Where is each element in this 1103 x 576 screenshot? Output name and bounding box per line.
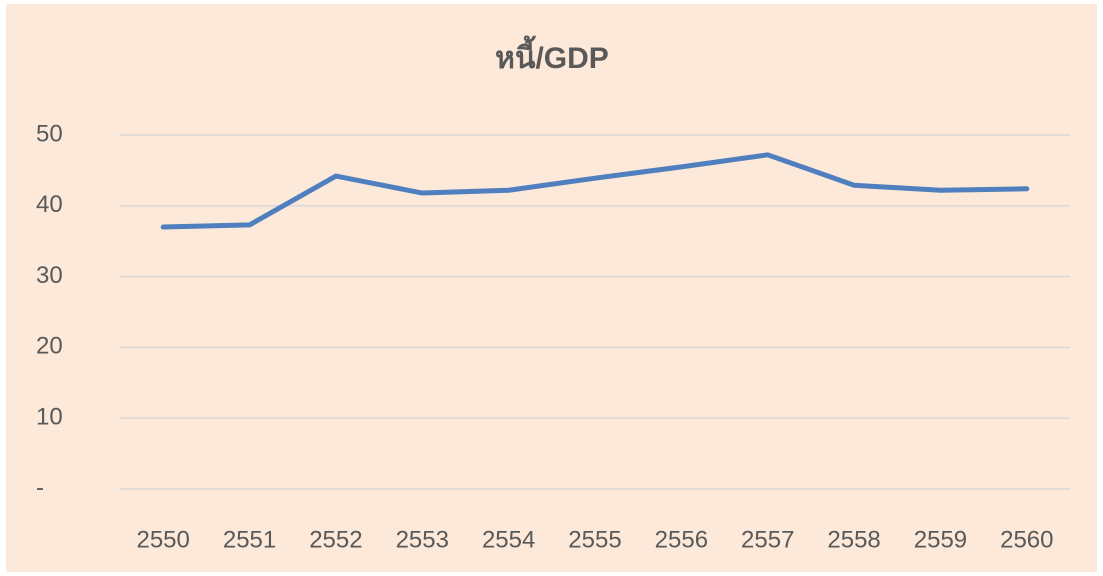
y-tick-label: 20 [36, 333, 63, 360]
y-tick-label: 10 [36, 404, 63, 431]
y-tick-label: 50 [36, 120, 63, 147]
x-tick-label: 2556 [655, 526, 708, 553]
y-tick-label: 30 [36, 262, 63, 289]
y-tick-label: - [36, 474, 44, 501]
y-tick-label: 40 [36, 191, 63, 218]
x-tick-label: 2550 [136, 526, 189, 553]
x-tick-label: 2555 [568, 526, 621, 553]
x-tick-label: 2560 [1000, 526, 1053, 553]
data-line [160, 152, 1030, 230]
x-tick-label: 2552 [309, 526, 362, 553]
chart-background [6, 4, 1097, 572]
x-tick-label: 2553 [396, 526, 449, 553]
x-tick-label: 2559 [914, 526, 967, 553]
x-tick-label: 2554 [482, 526, 535, 553]
x-tick-label: 2551 [223, 526, 276, 553]
chart-title: หนี้/GDP [495, 35, 609, 75]
x-tick-label: 2558 [827, 526, 880, 553]
x-tick-label: 2557 [741, 526, 794, 553]
